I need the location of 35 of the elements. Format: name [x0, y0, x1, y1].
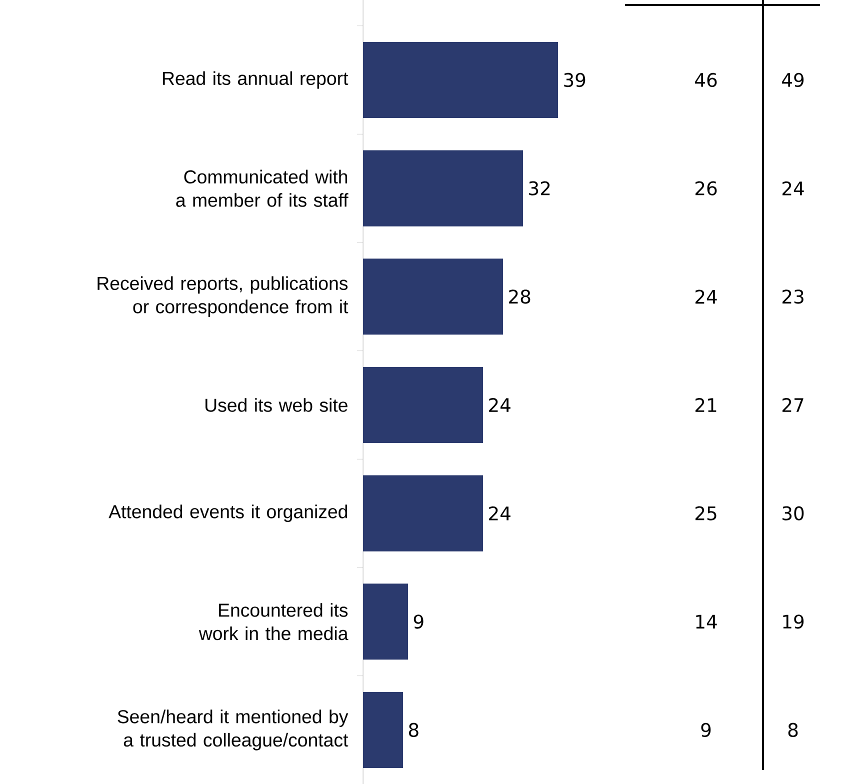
bar — [363, 475, 484, 552]
y-tick-label: Used its web site — [206, 398, 348, 412]
bar — [363, 150, 524, 226]
text: 49 — [782, 72, 804, 88]
text: 46 — [695, 72, 717, 88]
data-label: 24 — [489, 398, 510, 412]
y-tick-label: Attended events it organized — [108, 504, 348, 522]
data-label: 32 — [529, 181, 550, 196]
text: 21 — [695, 398, 716, 412]
text: 23 — [782, 290, 804, 304]
text: 24 — [782, 181, 804, 196]
y-tick-label: Read its annual report — [163, 71, 348, 89]
data-label: 8 — [408, 722, 418, 738]
bar — [363, 42, 558, 118]
text: 14 — [696, 614, 717, 628]
y-tick-label: Encountered its work in the media — [198, 603, 348, 640]
text: 8 — [788, 722, 798, 738]
text: 26 — [695, 181, 717, 196]
data-label: 24 — [489, 506, 510, 520]
bar — [363, 366, 484, 444]
data-label: 28 — [509, 290, 530, 304]
text: 27 — [782, 398, 804, 412]
data-label: 9 — [414, 614, 424, 629]
y-tick-label: Communicated with a member of its staff — [176, 170, 348, 207]
bar — [363, 584, 408, 660]
data-label: 39 — [564, 72, 586, 88]
y-tick-label: Seen/heard it mentioned by a trusted colleague/contact — [118, 710, 348, 750]
text: 9 — [701, 722, 711, 738]
bar — [363, 692, 403, 768]
text: 24 — [695, 290, 717, 304]
text: 25 — [695, 506, 716, 520]
bar — [363, 258, 504, 335]
text: 19 — [783, 614, 804, 629]
text: 30 — [782, 506, 804, 520]
y-tick-label: Received reports, publications or correspondence from it — [98, 276, 348, 318]
